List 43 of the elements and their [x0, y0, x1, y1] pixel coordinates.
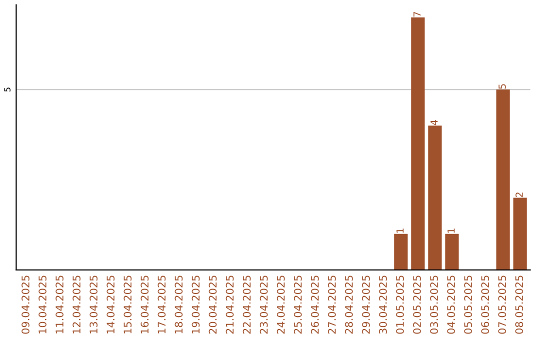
- x-tick-label: 26.04.2025: [310, 276, 319, 334]
- bar: [394, 234, 408, 270]
- x-tick-label: 05.05.2025: [464, 276, 472, 334]
- x-tick-label: 12.04.2025: [72, 276, 81, 334]
- x-tick-label: 09.04.2025: [22, 276, 30, 334]
- bar: [513, 198, 527, 270]
- x-tick-label: 08.05.2025: [515, 276, 524, 334]
- x-tick-label: 24.04.2025: [276, 276, 285, 334]
- data-label: 7: [414, 12, 421, 17]
- x-tick-label: 19.04.2025: [192, 276, 200, 334]
- x-tick-label: 29.04.2025: [362, 276, 370, 334]
- data-label: 1: [448, 228, 455, 233]
- bar: [445, 234, 459, 270]
- x-tick-label: 14.04.2025: [106, 276, 115, 334]
- bar: [411, 17, 425, 270]
- x-tick-label: 21.04.2025: [226, 276, 234, 334]
- x-tick-label: 04.05.2025: [447, 276, 455, 334]
- bar: [496, 90, 510, 270]
- x-tick-label: 30.04.2025: [379, 276, 387, 334]
- x-tick-label: 27.04.2025: [328, 276, 336, 334]
- x-tick-label: 07.05.2025: [498, 276, 506, 334]
- bar: [428, 126, 442, 270]
- x-tick-label: 22.04.2025: [242, 276, 251, 334]
- x-tick-label: 23.04.2025: [260, 276, 268, 334]
- data-label: 4: [430, 120, 438, 126]
- x-tick-label: 18.04.2025: [174, 276, 183, 334]
- x-tick-label: 02.05.2025: [413, 276, 421, 334]
- x-tick-label: 16.04.2025: [140, 276, 149, 334]
- x-tick-label: 28.04.2025: [344, 276, 353, 334]
- x-tick-label: 03.05.2025: [430, 276, 438, 334]
- x-tick-label: 13.04.2025: [90, 276, 98, 334]
- x-tick-label: 15.04.2025: [124, 276, 132, 334]
- x-tick-label: 25.04.2025: [294, 276, 302, 334]
- x-tick-label: 20.04.2025: [208, 276, 217, 334]
- x-tick-label: 06.05.2025: [481, 276, 490, 334]
- x-tick-label: 01.05.2025: [396, 276, 404, 334]
- data-label: 2: [516, 192, 523, 198]
- data-label: 1: [396, 228, 404, 233]
- data-label: 5: [498, 84, 506, 89]
- x-tick-label: 17.04.2025: [158, 276, 166, 334]
- x-tick-label: 10.04.2025: [38, 276, 46, 334]
- ref-line-label: 5: [4, 88, 10, 92]
- x-tick-label: 11.04.2025: [56, 276, 64, 334]
